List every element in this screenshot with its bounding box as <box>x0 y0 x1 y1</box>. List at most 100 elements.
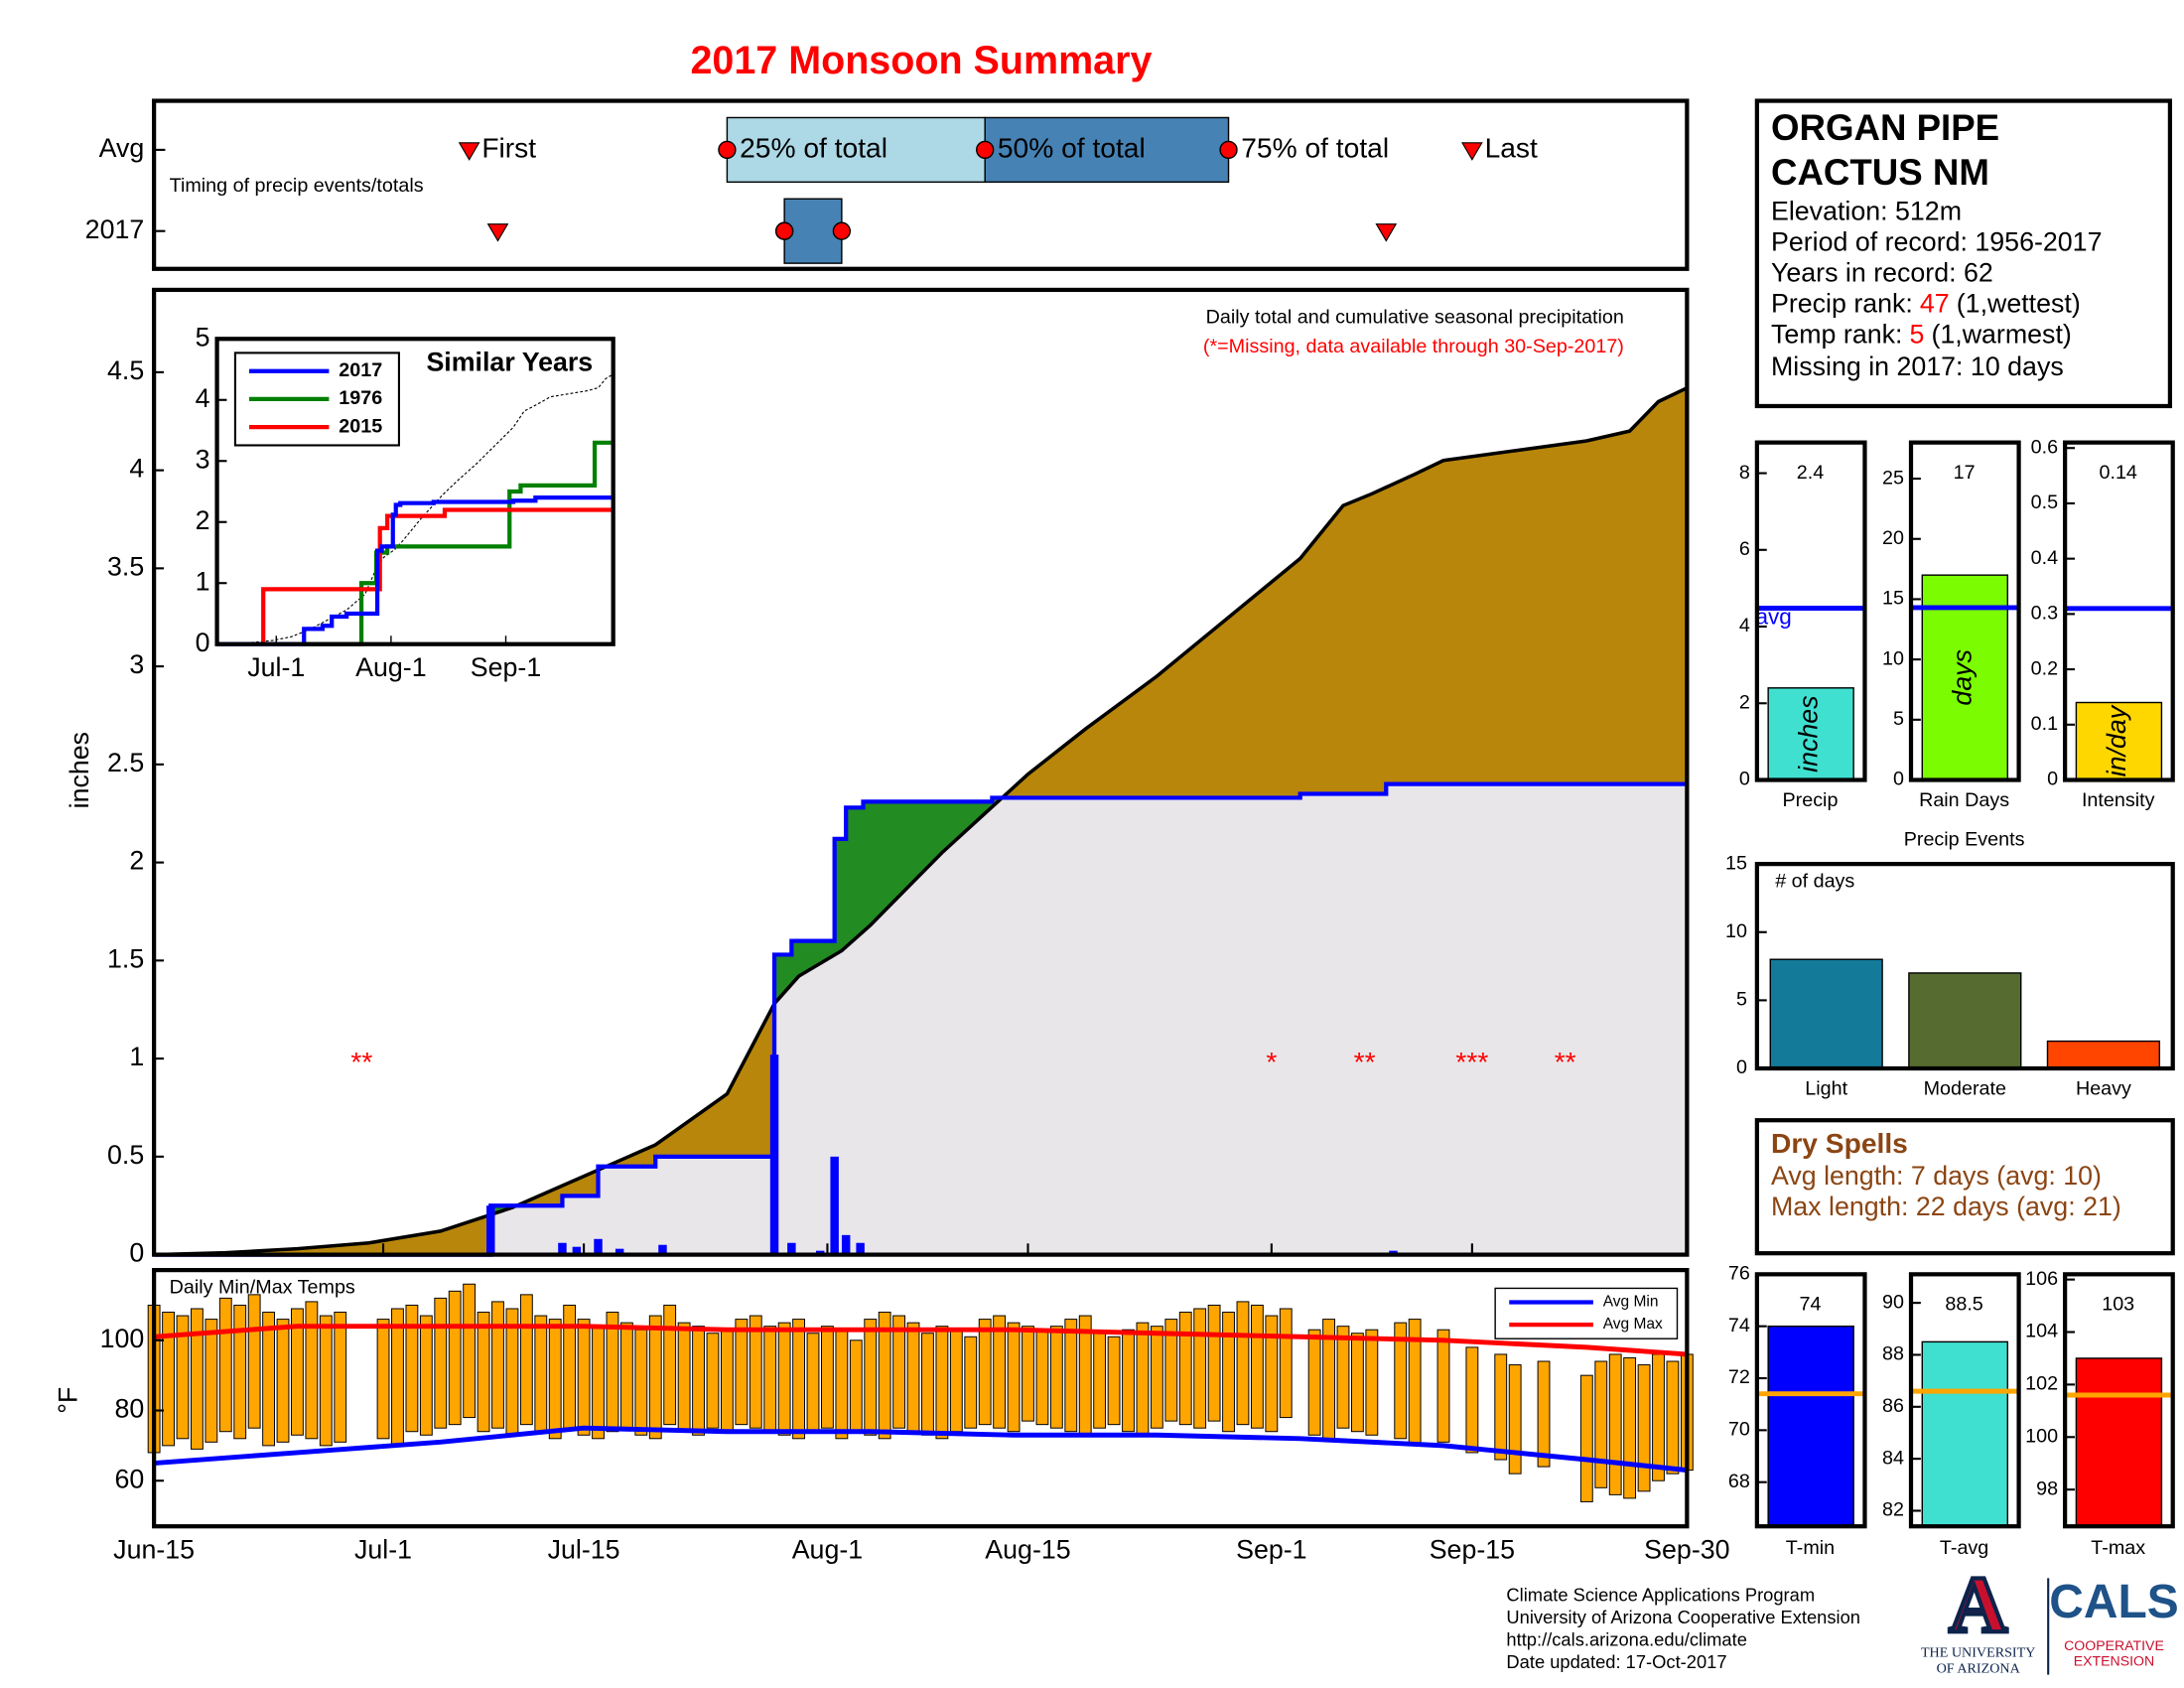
station-info: Years in record: 62 <box>1771 257 1993 287</box>
y-tick-label: 100 <box>100 1324 145 1353</box>
x-tick-label: Aug-1 <box>355 652 426 682</box>
page-title: 2017 Monsoon Summary <box>690 39 1152 82</box>
marker-p25 <box>718 140 737 160</box>
temp-range-bar <box>1608 1353 1622 1495</box>
x-tick-label: Aug-1 <box>792 1535 863 1565</box>
missing-marker: * <box>1266 1046 1277 1077</box>
rank-label: Precip rank: <box>1771 289 1913 319</box>
gauge-label: Rain Days <box>1919 789 2009 811</box>
gauge-label: T-max <box>2091 1537 2145 1559</box>
temp-range-bar <box>1150 1326 1163 1429</box>
y-tick-label: 5 <box>1736 989 1747 1011</box>
temp-range-bar <box>1336 1326 1350 1429</box>
temp-range-bar <box>892 1315 906 1429</box>
gauge-bar <box>2075 701 2163 781</box>
y-tick-label: 68 <box>1728 1471 1750 1492</box>
footer-line: Climate Science Applications Program <box>1506 1585 1815 1606</box>
gauge-bar <box>2075 1357 2163 1527</box>
inset-line <box>305 440 614 646</box>
gauge-label: T-avg <box>1940 1537 1988 1559</box>
gauge-value: 74 <box>1799 1294 1821 1316</box>
daily-bar <box>841 1234 851 1255</box>
temp-range-bar <box>720 1329 734 1433</box>
temp-range-bar <box>1207 1304 1221 1422</box>
temp-range-bar <box>519 1294 533 1426</box>
x-tick-label: Jun-15 <box>113 1535 195 1565</box>
inset-title: Similar Years <box>426 348 593 377</box>
temp-range-bar <box>1365 1329 1379 1436</box>
marker-first <box>486 223 509 242</box>
legend-label: 1976 <box>339 387 382 409</box>
box-25-50 <box>726 116 986 184</box>
logo-university: THE UNIVERSITY <box>1921 1645 2035 1661</box>
gauge-bar <box>1921 1340 2009 1527</box>
gauge-value: 2.4 <box>1797 462 1824 484</box>
temp-range-bar <box>993 1315 1007 1429</box>
box-50-75 <box>984 116 1230 184</box>
temp-avg-line <box>153 1324 1688 1357</box>
y-tick-label: 3 <box>196 444 210 474</box>
inset-line <box>261 507 614 644</box>
temp-range-bar <box>706 1333 720 1429</box>
y-tick-label: 84 <box>1882 1447 1904 1469</box>
temp-range-bar <box>949 1329 963 1433</box>
legend-label: 2017 <box>339 359 382 381</box>
daily-bar <box>558 1242 567 1255</box>
station-rank: Precip rank: 47 (1,wettest) <box>1771 289 2081 319</box>
temp-range-bar <box>1594 1360 1608 1488</box>
gauge-label: Intensity <box>2082 789 2155 811</box>
inset-frame <box>214 337 615 646</box>
y-tick-label: 1 <box>196 566 210 596</box>
temp-range-bar <box>1236 1301 1250 1426</box>
row-label: 2017 <box>85 214 145 244</box>
y-tick-label: 15 <box>1882 588 1904 610</box>
temp-range-bar <box>477 1312 490 1433</box>
temp-range-bar <box>692 1326 705 1436</box>
temp-range-bar <box>218 1297 232 1433</box>
gauge-unit: in/day <box>2102 704 2131 776</box>
y-tick-label: 3.5 <box>107 551 144 581</box>
temp-range-bar <box>1178 1312 1192 1426</box>
x-tick-label: Heavy <box>2076 1077 2131 1099</box>
y-tick-label: 86 <box>1882 1395 1904 1417</box>
daily-bar <box>787 1242 796 1255</box>
marker-p75 <box>1219 140 1238 160</box>
station-name: CACTUS NM <box>1771 152 1989 193</box>
daily-bar <box>594 1238 603 1255</box>
marker-label: First <box>481 131 536 163</box>
cumulative-line <box>154 781 1688 1257</box>
temp-range-bar <box>978 1319 992 1426</box>
avg-label: avg <box>1755 604 1791 629</box>
temp-range-bar <box>1307 1329 1321 1436</box>
temp-range-bar <box>1222 1312 1235 1433</box>
temp-range-bar <box>276 1319 290 1443</box>
footer-line: University of Arizona Cooperative Extens… <box>1506 1607 1860 1627</box>
temp-range-bar <box>419 1315 433 1436</box>
temp-range-bar <box>491 1301 504 1429</box>
y-tick-label: 0.4 <box>2031 547 2058 569</box>
daily-bar <box>769 1055 779 1255</box>
gauge-unit: inches <box>1794 695 1824 772</box>
x-tick-label: Sep-30 <box>1644 1535 1729 1565</box>
daily-bar <box>572 1246 582 1255</box>
marker-label: 25% of total <box>740 131 887 163</box>
y-tick-label: 4 <box>129 454 144 484</box>
legend-label: Avg Min <box>1603 1294 1659 1311</box>
temp-range-bar <box>1064 1319 1078 1433</box>
temp-range-bar <box>777 1322 791 1436</box>
gauge-frame <box>2063 1272 2175 1529</box>
below-avg-area <box>154 783 1688 1255</box>
temp-range-bar <box>821 1326 834 1429</box>
temp-range-bar <box>935 1326 949 1440</box>
x-tick-label: Aug-15 <box>985 1535 1070 1565</box>
temp-range-bar <box>1579 1374 1593 1502</box>
logo-extension: EXTENSION <box>2074 1653 2154 1669</box>
rank-value: 5 <box>1909 320 1924 350</box>
y-tick-label: 4 <box>196 383 210 413</box>
temp-range-bar <box>376 1319 390 1440</box>
bar-frame <box>1754 862 2175 1071</box>
gauge-bar <box>1767 1325 1854 1527</box>
y-tick-label: 0 <box>129 1238 144 1268</box>
y-tick-label: 20 <box>1882 527 1904 549</box>
x-tick-label: Sep-1 <box>1236 1535 1306 1565</box>
